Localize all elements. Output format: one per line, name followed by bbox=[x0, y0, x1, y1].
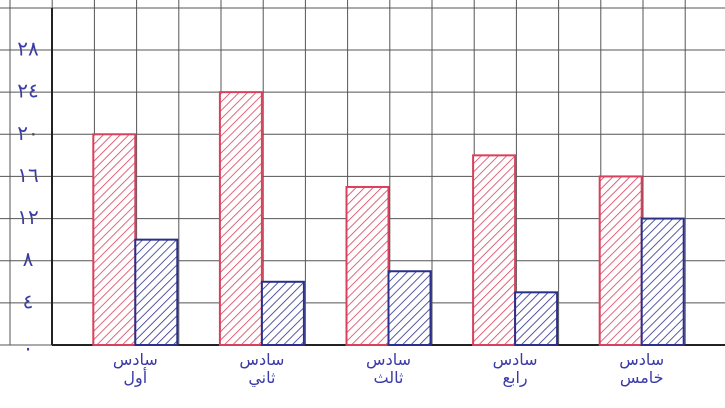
x-tick-label: سادس خامس bbox=[619, 350, 665, 387]
bar bbox=[218, 91, 263, 347]
y-tick-label: ٢٠ bbox=[17, 121, 38, 145]
y-tick-label: ٢٨ bbox=[17, 37, 39, 61]
y-tick-label: ٢٤ bbox=[17, 79, 38, 103]
x-tick-label: سادس أول bbox=[112, 350, 158, 387]
bar bbox=[260, 280, 305, 346]
bar bbox=[640, 217, 685, 346]
y-tick-label: . bbox=[25, 332, 31, 356]
graph-paper bbox=[0, 0, 725, 345]
x-tick-label: سادس ثاني bbox=[239, 350, 285, 387]
y-tick-label: ١٦ bbox=[17, 163, 38, 187]
y-tick-label: ١٢ bbox=[17, 205, 38, 229]
y-tick-label: ٨ bbox=[23, 247, 34, 271]
bar bbox=[345, 185, 390, 346]
x-tick-label: سادس رابع bbox=[492, 350, 538, 387]
bar bbox=[472, 154, 517, 346]
y-tick-label: ٤ bbox=[23, 289, 34, 313]
bar bbox=[514, 291, 559, 347]
bar bbox=[92, 133, 137, 346]
x-tick-label: سادس ثالث bbox=[366, 350, 411, 387]
bar bbox=[134, 238, 179, 346]
bar bbox=[598, 175, 643, 346]
bar bbox=[387, 270, 432, 346]
